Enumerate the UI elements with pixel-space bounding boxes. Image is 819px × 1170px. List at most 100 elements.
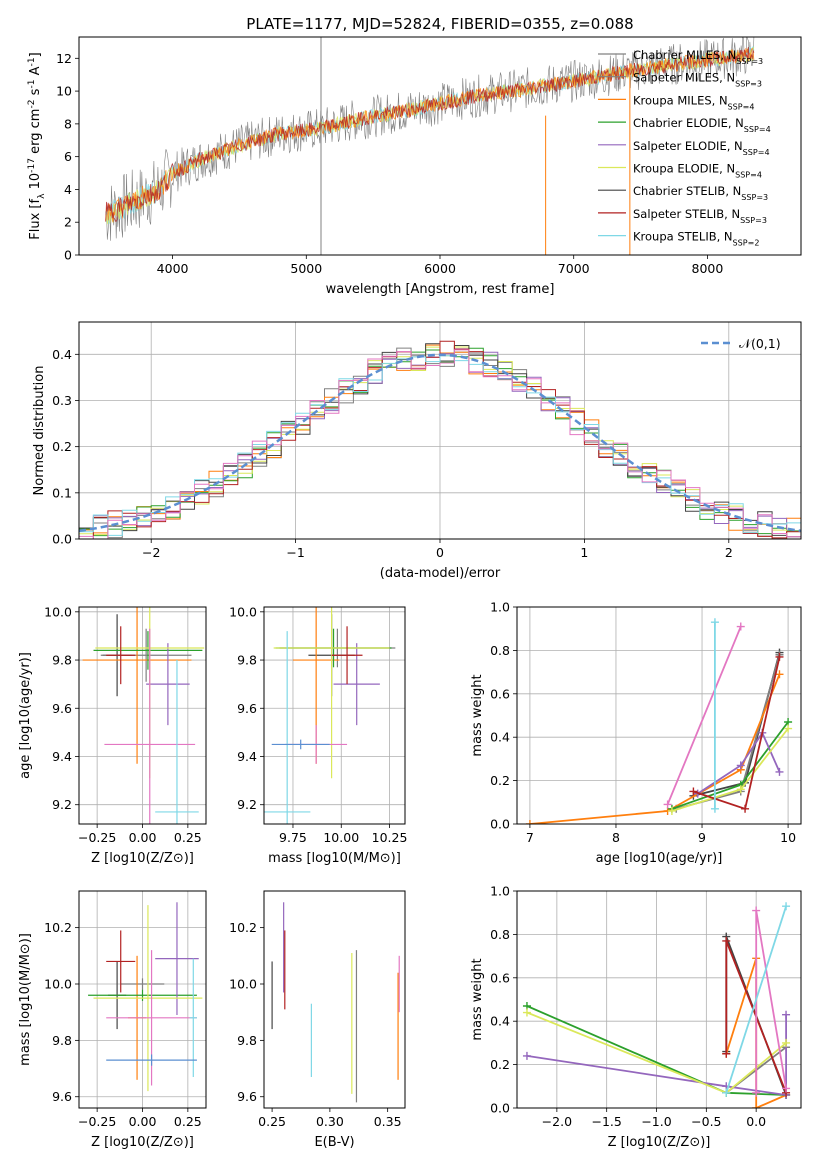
axes-frame (263, 890, 406, 1109)
weight-point (736, 785, 745, 794)
panel-mw_vs_Z: −2.0 −1.5 −1.0 −0.5 0.0 0.0 0.2 0.4 0.6 0.8 1.0 Z [… (470, 884, 802, 1150)
x-tick-label: 0.25 (258, 1114, 286, 1129)
weight-point (525, 820, 534, 824)
spectrum-line (105, 46, 755, 222)
x-axis-label: age [log10(age/yr)] (596, 851, 723, 866)
panel-spectrum: 4000 5000 6000 7000 8000 0 2 4 6 8 10 12 wavelength … (27, 36, 802, 297)
x-tick-label: −0.25 (78, 830, 116, 845)
x-axis-label: wavelength [Angstrom, rest frame] (326, 282, 555, 297)
y-tick-label: 0.3 (52, 393, 72, 408)
axes-frame (78, 321, 802, 540)
y-tick-label: 0.8 (490, 643, 510, 658)
x-tick-label: 10 (780, 830, 796, 845)
weight-point (522, 1008, 531, 1017)
x-tick-label: −2 (142, 545, 160, 560)
panel-age_vs_Z: −0.25 0.00 0.25 9.2 9.4 9.6 9.8 10.0 Z [log10(Z/… (18, 604, 207, 866)
weight-point (722, 1049, 731, 1058)
weight-point (782, 902, 791, 911)
x-tick-label: −2.0 (542, 1114, 572, 1129)
y-tick-label: 0.4 (52, 347, 72, 362)
legend-label: Kroupa ELODIE, NSSP=4 (633, 162, 762, 180)
plot-area (88, 902, 203, 1092)
axes-frame (263, 606, 406, 825)
y-tick-label: 10.0 (44, 604, 72, 619)
weight-point (710, 618, 719, 627)
y-tick-label: 9.4 (237, 749, 257, 764)
panel-age_vs_mass: 9.75 10.00 10.25 9.2 9.4 9.6 9.8 10.0 mass [log1… (229, 604, 408, 866)
axes-frame (516, 606, 802, 825)
weight-point (782, 1038, 791, 1047)
y-tick-label: 10.0 (229, 604, 257, 619)
weight-series-line (693, 652, 781, 797)
legend-label: Chabrier ELODIE, NSSP=4 (633, 116, 771, 134)
y-tick-label: 0.8 (490, 927, 510, 942)
x-axis-label: Z [log10(Z/Z⊙)] (608, 1135, 711, 1150)
weight-series-line (697, 731, 781, 795)
weight-point (663, 800, 672, 809)
y-tick-label: 4 (64, 182, 72, 197)
y-tick-label: 9.8 (237, 653, 257, 668)
x-axis-label: Z [log10(Z/Z⊙)] (91, 851, 194, 866)
y-tick-label: 9.6 (52, 701, 72, 716)
weight-point (741, 804, 750, 813)
x-tick-label: 0.25 (174, 1114, 202, 1129)
x-tick-label: 4000 (157, 261, 189, 276)
panels: 4000 5000 6000 7000 8000024681012wavelength … (18, 36, 802, 1150)
y-tick-label: 0.4 (490, 1014, 510, 1029)
x-tick-label: 8000 (692, 261, 724, 276)
y-tick-label: 0.0 (52, 532, 72, 547)
y-tick-label: 0.2 (52, 439, 72, 454)
plot-area (522, 902, 791, 1108)
y-tick-label: 6 (64, 149, 72, 164)
weight-point (775, 767, 784, 776)
y-axis-label: mass [log10(M/M⊙)] (18, 933, 33, 1066)
x-tick-label: −1.5 (592, 1114, 622, 1129)
legend-label: Kroupa MILES, NSSP=4 (633, 93, 754, 111)
weight-point (667, 806, 676, 815)
weight-point (752, 1088, 761, 1097)
weight-point (722, 1088, 731, 1097)
normal-curve (79, 353, 801, 533)
y-tick-label: 10.2 (229, 920, 257, 935)
x-tick-label: 0.00 (129, 1114, 157, 1129)
y-tick-label: 0.0 (490, 1101, 510, 1116)
histogram-series (79, 355, 801, 536)
y-tick-label: 0.1 (52, 485, 72, 500)
y-tick-label: 10.2 (44, 920, 72, 935)
axes-frame (78, 606, 207, 825)
legend-label: Chabrier STELIB, NSSP=3 (633, 184, 768, 202)
legend-label: Kroupa STELIB, NSSP=2 (633, 230, 759, 248)
y-axis-label: Flux [fλ 10-17 erg cm-2 s-1 A-1] (27, 52, 47, 239)
y-tick-label: 10.0 (44, 977, 72, 992)
y-tick-label: 9.4 (52, 749, 72, 764)
legend-label: Salpeter STELIB, NSSP=3 (633, 207, 767, 225)
weight-series-line (675, 654, 781, 810)
weight-point (689, 787, 698, 796)
weight-point (782, 1084, 791, 1093)
x-tick-label: 0.00 (129, 830, 157, 845)
weight-series-line (671, 721, 789, 810)
x-axis-label: (data-model)/error (380, 566, 501, 581)
y-tick-label: 10 (56, 84, 72, 99)
y-tick-label: 9.8 (52, 653, 72, 668)
legend-label: Salpeter ELODIE, NSSP=4 (633, 139, 770, 157)
x-tick-label: 0.0 (746, 1114, 766, 1129)
legend-label: Chabrier MILES, NSSP=3 (633, 48, 763, 66)
weight-point (784, 724, 793, 733)
y-tick-label: 9.8 (52, 1033, 72, 1048)
x-tick-label: 0.30 (316, 1114, 344, 1129)
weight-point (736, 622, 745, 631)
y-tick-label: 9.6 (237, 701, 257, 716)
weight-point (775, 670, 784, 679)
y-tick-label: 0.2 (490, 773, 510, 788)
y-axis-label: age [log10(age/yr)] (18, 652, 33, 779)
weight-series-line (725, 905, 787, 1094)
axes-frame (516, 890, 802, 1109)
y-tick-label: 12 (56, 51, 72, 66)
plot-area (264, 607, 396, 824)
weight-point (722, 936, 731, 945)
y-tick-label: 0.2 (490, 1057, 510, 1072)
x-tick-label: 5000 (290, 261, 322, 276)
x-tick-label: 7000 (558, 261, 590, 276)
x-tick-label: 10.25 (372, 830, 408, 845)
